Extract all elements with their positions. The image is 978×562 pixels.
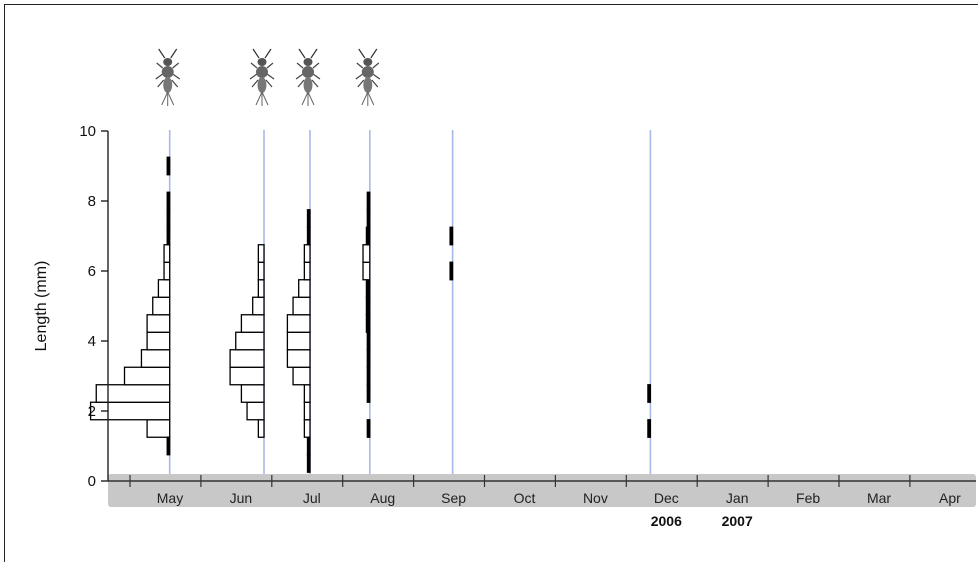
x-month-label: May	[157, 490, 183, 506]
histogram-bar	[647, 384, 652, 403]
histogram-bar	[257, 244, 265, 263]
histogram-bar	[140, 349, 171, 368]
histogram-bar	[365, 314, 371, 333]
histogram-bar	[257, 419, 265, 438]
histogram-bar	[166, 156, 171, 176]
histogram-bar	[306, 436, 311, 456]
histogram-bar	[362, 244, 371, 263]
histogram-bar	[366, 209, 371, 228]
y-tick-label: 4	[88, 333, 96, 350]
x-month-label: Dec	[654, 490, 679, 506]
histogram-bar	[286, 349, 311, 368]
histogram-bar	[235, 331, 265, 351]
histogram-bar	[166, 191, 171, 211]
histogram-bar	[146, 314, 171, 333]
y-tick-label: 2	[88, 403, 96, 420]
histogram-bar	[303, 384, 311, 403]
histogram-bar	[152, 296, 171, 316]
histogram-bar	[229, 366, 265, 386]
histogram-bar	[449, 226, 454, 246]
histogram-bar	[246, 401, 265, 421]
histogram-bar	[146, 331, 171, 351]
histogram-bar	[365, 279, 371, 298]
year-label: 2006	[651, 513, 682, 529]
x-month-label: Jun	[230, 490, 253, 506]
histogram-bar	[166, 436, 171, 456]
histogram-bar	[365, 296, 371, 316]
mayfly-nymph-icon	[249, 48, 275, 107]
histogram-bar	[95, 384, 171, 403]
x-month-label: Feb	[796, 490, 820, 506]
histogram-bar	[298, 279, 311, 298]
histogram-bar	[366, 384, 371, 403]
histogram-bar	[240, 384, 265, 403]
histogram-bar	[303, 244, 311, 263]
histogram-bar	[303, 401, 311, 421]
x-month-label: Oct	[514, 490, 536, 506]
x-month-label: Apr	[939, 490, 961, 506]
histogram-bar	[257, 261, 265, 281]
histogram-bar	[306, 454, 311, 473]
histogram-bar	[257, 279, 265, 298]
histogram-bar	[146, 419, 171, 438]
histogram-bar	[229, 349, 265, 368]
y-tick-label: 6	[88, 263, 96, 280]
histogram-bar	[240, 314, 265, 333]
histogram-bar	[163, 244, 171, 263]
histogram-bar	[366, 349, 371, 368]
x-month-label: Sep	[441, 490, 466, 506]
histogram-bar	[163, 261, 171, 281]
histogram-bar	[303, 261, 311, 281]
histogram-bar	[292, 296, 311, 316]
y-tick-label: 8	[88, 193, 96, 210]
histogram-bar	[366, 191, 371, 211]
histogram-bar	[306, 226, 311, 246]
histogram-bar	[303, 419, 311, 438]
histogram-bar	[362, 261, 371, 281]
histogram-bar	[123, 366, 171, 386]
histogram-bar	[366, 419, 371, 438]
histogram-bar	[157, 279, 171, 298]
x-month-label: Aug	[370, 490, 395, 506]
y-axis-title: Length (mm)	[33, 261, 50, 352]
histogram-bar	[647, 419, 652, 438]
x-month-label: Mar	[867, 490, 891, 506]
mayfly-nymph-icon	[155, 48, 181, 107]
x-month-label: Jul	[303, 490, 321, 506]
x-axis-band	[108, 474, 976, 507]
histogram-bar	[292, 366, 311, 386]
histogram-bar	[166, 209, 171, 228]
x-month-label: Jan	[726, 490, 749, 506]
x-month-label: Nov	[583, 490, 608, 506]
histogram-bar	[449, 261, 454, 281]
histogram-bar	[286, 331, 311, 351]
mayfly-nymph-icon	[295, 48, 321, 107]
y-tick-label: 10	[79, 123, 96, 140]
y-tick-label: 0	[88, 473, 96, 490]
histogram-bar	[166, 226, 171, 246]
figure-frame	[4, 4, 978, 562]
mayfly-nymph-icon	[355, 48, 381, 107]
histogram-bar	[286, 314, 311, 333]
year-label: 2007	[722, 513, 753, 529]
histogram-bar	[306, 209, 311, 228]
histogram-bar	[366, 331, 371, 351]
histogram-bar	[365, 226, 371, 246]
histogram-bar	[366, 366, 371, 386]
histogram-bar	[252, 296, 265, 316]
